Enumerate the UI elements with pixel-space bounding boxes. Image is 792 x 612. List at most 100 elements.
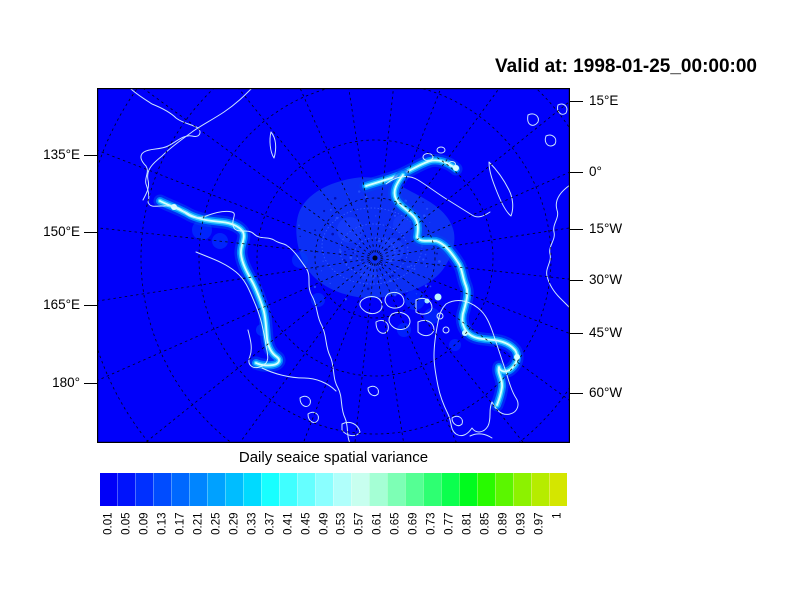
colorbar-cell xyxy=(549,473,567,506)
colorbar-tick-label: 0.41 xyxy=(282,512,295,535)
speckle-dot xyxy=(348,248,350,250)
speckle-dot xyxy=(406,291,408,293)
speckle-dot xyxy=(355,234,357,236)
speckle-dot xyxy=(398,237,401,241)
speckle-dot xyxy=(429,222,431,224)
speckle-dot xyxy=(400,258,404,262)
colorbar-tick-label: 0.73 xyxy=(425,512,438,535)
meridian-line xyxy=(97,257,376,302)
speckle-dot xyxy=(352,267,355,270)
colorbar-cell xyxy=(189,473,207,506)
colorbar-cell xyxy=(513,473,531,506)
speckle-dot xyxy=(329,282,331,285)
speckle-dot xyxy=(323,209,326,213)
speckle-dot xyxy=(299,235,301,238)
colorbar-cell xyxy=(441,473,459,506)
speckle-dot xyxy=(391,274,394,277)
colorbar-cell xyxy=(333,473,351,506)
colorbar-cell xyxy=(405,473,423,506)
island-1 xyxy=(422,153,434,161)
speckle-dot xyxy=(349,256,353,260)
variance-bands xyxy=(153,153,524,412)
meridian-line xyxy=(348,88,376,259)
island-small-2 xyxy=(307,411,319,423)
ice-edge-band xyxy=(159,200,280,367)
ice-edge-band xyxy=(393,174,518,406)
speckle-dot xyxy=(375,215,377,217)
speckle-dot xyxy=(398,249,401,252)
meridian-line xyxy=(142,88,376,259)
speckle-dot xyxy=(385,248,388,251)
colorbar-tick-label: 0.77 xyxy=(443,512,456,535)
right-axis-tick xyxy=(570,101,583,103)
latitude-circle xyxy=(198,88,552,435)
speckle-dot xyxy=(393,293,397,297)
speckle-dot xyxy=(339,250,342,253)
left-axis-tick-label: 165°E xyxy=(43,297,80,312)
island-thin xyxy=(269,131,277,159)
colorbar-tick-label: 0.65 xyxy=(389,512,402,535)
colorbar-tick-label: 0.09 xyxy=(138,512,151,535)
right-axis-tick xyxy=(570,280,583,282)
colorbar-tick-label: 0.29 xyxy=(228,512,241,535)
colorbar-cell xyxy=(117,473,135,506)
meridian-line xyxy=(97,149,376,259)
colorbar-cell xyxy=(477,473,495,506)
colorbar-cell xyxy=(135,473,153,506)
colorbar-tick-label: 0.57 xyxy=(353,512,366,535)
right-axis-tick-label: 0° xyxy=(589,164,602,179)
colorbar-cell xyxy=(297,473,315,506)
colorbar-tick-label: 0.53 xyxy=(335,512,348,535)
speckle-dot xyxy=(379,276,382,280)
meridian-line xyxy=(299,88,376,259)
colorbar-tick-label: 0.89 xyxy=(497,512,510,535)
colorbar-cell xyxy=(459,473,477,506)
left-axis-tick-label: 150°E xyxy=(43,224,80,239)
colorbar-tick-label: 0.85 xyxy=(479,512,492,535)
colorbar-cell xyxy=(351,473,369,506)
speckle-dot xyxy=(344,298,347,301)
archipelago-4 xyxy=(415,297,433,315)
speckle-dot xyxy=(333,197,337,200)
colorbar xyxy=(100,473,567,506)
colorbar-tick-label: 0.25 xyxy=(210,512,223,535)
island-small-1 xyxy=(299,395,311,407)
colorbar-tick-label: 0.49 xyxy=(318,512,331,535)
colorbar-cell xyxy=(100,473,117,506)
speckle-dot xyxy=(408,265,411,268)
meridian-line xyxy=(144,257,376,443)
archipelago-2 xyxy=(384,291,405,309)
left-axis-tick xyxy=(84,305,97,307)
map-frame xyxy=(96,87,570,443)
coast-scandinavia xyxy=(546,184,570,309)
colorbar-cell xyxy=(171,473,189,506)
colorbar-cell xyxy=(495,473,513,506)
archipelago-3 xyxy=(388,311,411,330)
left-axis-tick-label: 135°E xyxy=(43,147,80,162)
speckle-dot xyxy=(358,190,361,193)
colorbar-tick-label: 0.45 xyxy=(300,512,313,535)
right-axis-tick-label: 15°E xyxy=(589,93,619,108)
speckle-dot xyxy=(385,225,387,227)
left-axis-tick xyxy=(84,383,97,385)
speckle-dot xyxy=(343,259,346,262)
speckle-dot xyxy=(424,284,428,288)
meridian-line xyxy=(97,257,376,382)
meridian-line xyxy=(374,257,570,335)
meridian-line xyxy=(374,100,570,259)
speckle-dot xyxy=(426,207,429,210)
speckle-dot xyxy=(424,253,427,256)
speckle-dot xyxy=(422,201,424,204)
right-axis-tick-label: 15°W xyxy=(589,221,623,236)
speckle-dot xyxy=(331,232,335,236)
right-axis-tick xyxy=(570,333,583,335)
speckle-dot xyxy=(410,264,413,267)
archipelago-6 xyxy=(375,319,389,334)
map-border xyxy=(96,87,570,443)
left-axis-tick xyxy=(84,155,97,157)
colorbar-tick-label: 0.17 xyxy=(174,512,187,535)
coast-alaska xyxy=(285,244,351,443)
island-novaya-zemlya xyxy=(488,161,514,217)
meridian-line xyxy=(374,88,500,259)
colorbar-cell xyxy=(387,473,405,506)
